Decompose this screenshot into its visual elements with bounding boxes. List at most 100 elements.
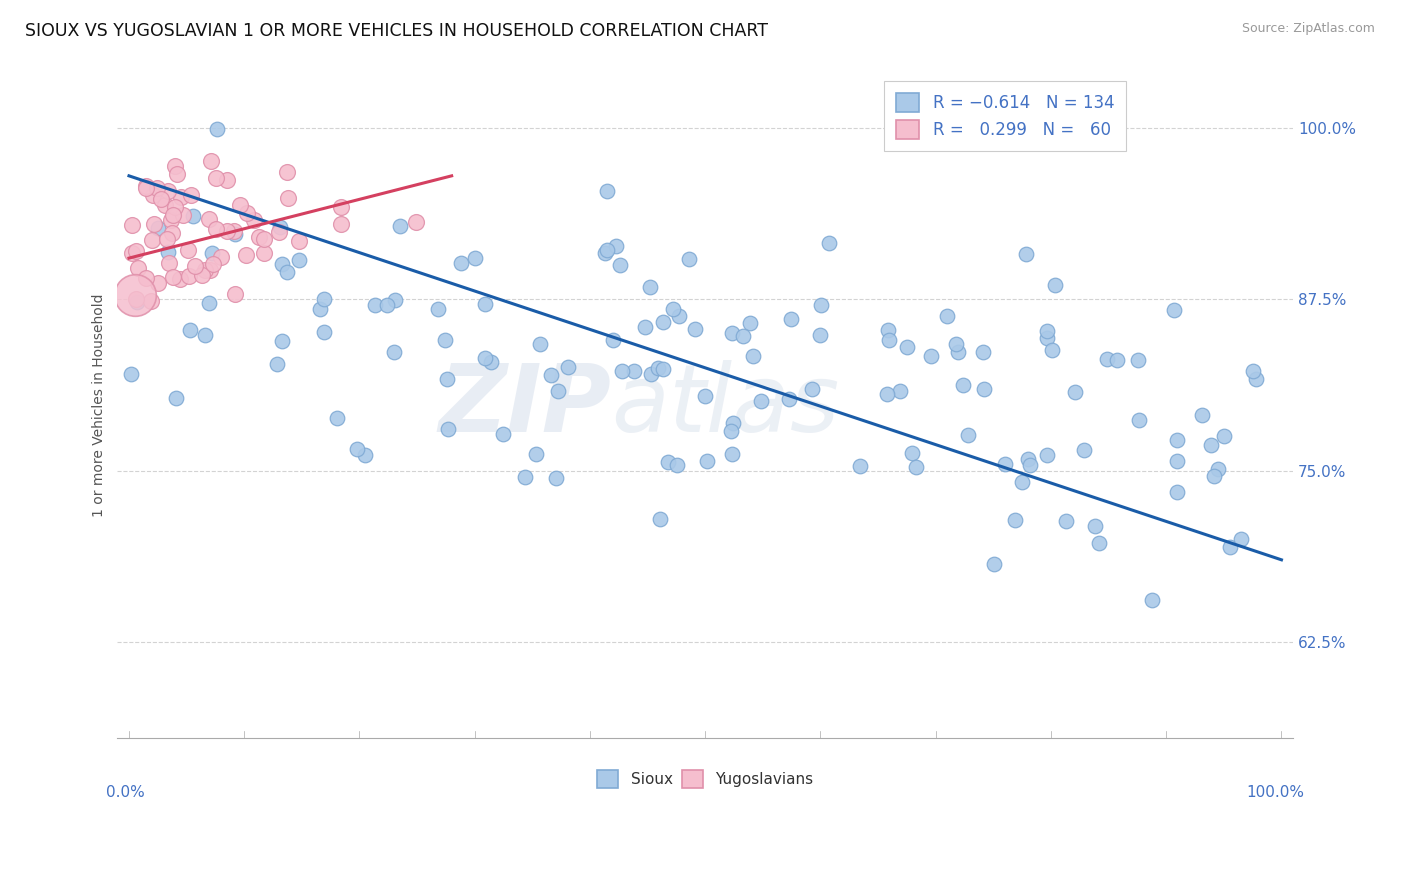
Point bbox=[229, 198, 252, 212]
Point bbox=[153, 198, 176, 212]
Point bbox=[474, 351, 496, 366]
Point bbox=[695, 454, 717, 468]
Point bbox=[204, 221, 226, 235]
Point bbox=[1241, 364, 1264, 378]
Point bbox=[180, 187, 202, 202]
Point bbox=[1095, 351, 1118, 366]
Point bbox=[957, 428, 980, 442]
Point bbox=[1036, 448, 1059, 462]
Point bbox=[1163, 303, 1185, 318]
Point bbox=[638, 280, 661, 294]
Point bbox=[436, 372, 458, 386]
Point bbox=[1213, 429, 1236, 443]
Point bbox=[205, 122, 228, 136]
Point bbox=[877, 323, 900, 337]
Point bbox=[127, 260, 149, 275]
Point bbox=[492, 426, 515, 441]
Point bbox=[474, 297, 496, 311]
Point bbox=[224, 227, 246, 241]
Point bbox=[247, 230, 270, 244]
Point bbox=[326, 410, 349, 425]
Point bbox=[165, 391, 187, 405]
Point bbox=[384, 293, 406, 308]
Point bbox=[896, 340, 918, 354]
Point bbox=[1015, 247, 1038, 261]
Point bbox=[266, 358, 288, 372]
Point bbox=[1040, 343, 1063, 358]
Point bbox=[190, 268, 212, 282]
Point bbox=[666, 458, 689, 472]
Point bbox=[920, 350, 942, 364]
Point bbox=[329, 217, 352, 231]
Text: ZIP: ZIP bbox=[439, 359, 612, 451]
Point bbox=[156, 232, 179, 246]
Point bbox=[1191, 408, 1213, 422]
Point bbox=[513, 470, 536, 484]
Point bbox=[731, 329, 754, 343]
Point bbox=[253, 232, 276, 246]
Point bbox=[162, 270, 184, 285]
Point bbox=[165, 200, 187, 214]
Point bbox=[120, 367, 142, 381]
Point bbox=[312, 325, 335, 339]
Point bbox=[197, 296, 219, 310]
Point bbox=[596, 185, 619, 199]
Point bbox=[668, 309, 690, 323]
Point bbox=[170, 190, 193, 204]
Point bbox=[808, 327, 831, 342]
Point bbox=[162, 207, 184, 221]
Point bbox=[157, 256, 180, 270]
Point bbox=[269, 219, 291, 234]
Point bbox=[721, 447, 744, 461]
Point bbox=[388, 219, 411, 233]
Point bbox=[693, 389, 716, 403]
Point bbox=[384, 345, 406, 359]
Point bbox=[1017, 452, 1039, 467]
Text: atlas: atlas bbox=[612, 360, 839, 451]
Point bbox=[738, 317, 761, 331]
Point bbox=[169, 272, 191, 286]
Point bbox=[269, 225, 291, 239]
Point bbox=[287, 235, 309, 249]
Point bbox=[125, 292, 148, 306]
Point bbox=[1004, 513, 1026, 527]
Point bbox=[657, 455, 679, 469]
Point bbox=[181, 209, 204, 223]
Point bbox=[1140, 593, 1163, 607]
Point bbox=[314, 293, 336, 307]
Point bbox=[162, 226, 184, 240]
Point bbox=[142, 188, 165, 202]
Point bbox=[135, 181, 157, 195]
Point bbox=[346, 442, 368, 457]
Point bbox=[1166, 433, 1188, 447]
Point bbox=[194, 263, 217, 277]
Point bbox=[780, 312, 803, 326]
Point bbox=[640, 367, 662, 381]
Point bbox=[1011, 475, 1033, 489]
Point bbox=[1219, 540, 1241, 554]
Point bbox=[125, 244, 148, 258]
Point bbox=[172, 208, 194, 222]
Point bbox=[194, 328, 217, 343]
Point bbox=[436, 422, 458, 436]
Point bbox=[200, 153, 222, 168]
Point bbox=[877, 333, 900, 347]
Point bbox=[287, 252, 309, 267]
Point bbox=[557, 359, 579, 374]
Point bbox=[179, 323, 201, 337]
Point bbox=[905, 459, 928, 474]
Point bbox=[165, 159, 187, 173]
Point bbox=[900, 445, 922, 459]
Point bbox=[972, 344, 994, 359]
Point bbox=[222, 224, 245, 238]
Point bbox=[983, 558, 1005, 572]
Point bbox=[1019, 458, 1042, 472]
Point bbox=[593, 246, 616, 260]
Point bbox=[946, 345, 969, 359]
Point bbox=[742, 349, 765, 363]
Point bbox=[1087, 536, 1109, 550]
Point bbox=[149, 192, 172, 206]
Point bbox=[1036, 331, 1059, 345]
Point bbox=[139, 294, 162, 309]
Point bbox=[308, 302, 330, 317]
